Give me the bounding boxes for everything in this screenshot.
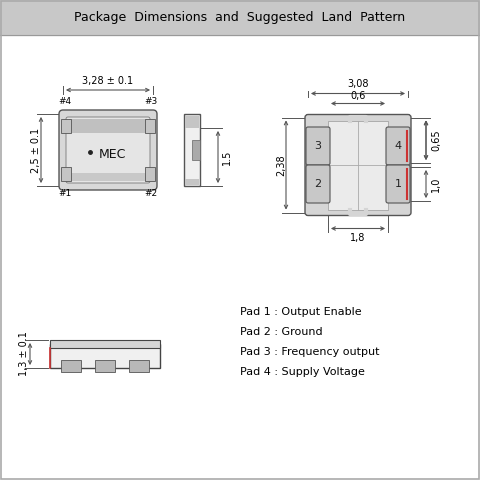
Bar — [184, 114, 200, 186]
Bar — [50, 344, 160, 368]
Text: 0,6: 0,6 — [350, 91, 366, 100]
Text: #2: #2 — [144, 189, 157, 198]
FancyBboxPatch shape — [386, 127, 410, 165]
Bar — [50, 340, 160, 348]
Bar — [129, 360, 149, 372]
Text: 3,28 ± 0.1: 3,28 ± 0.1 — [83, 76, 133, 86]
Bar — [61, 167, 71, 181]
Bar — [192, 140, 200, 160]
Text: 1,3 ± 0.1: 1,3 ± 0.1 — [19, 332, 29, 376]
Text: 1.5: 1.5 — [222, 149, 232, 165]
Bar — [69, 173, 147, 181]
Text: 1,0: 1,0 — [431, 176, 441, 192]
Text: Pad 1 : Output Enable: Pad 1 : Output Enable — [240, 307, 361, 317]
Text: 4: 4 — [395, 141, 402, 151]
Bar — [185, 116, 199, 128]
Text: 1,8: 1,8 — [350, 232, 366, 242]
FancyBboxPatch shape — [59, 110, 157, 190]
Text: 2: 2 — [314, 179, 322, 189]
Text: 3: 3 — [314, 141, 322, 151]
Text: Pad 2 : Ground: Pad 2 : Ground — [240, 327, 323, 337]
Text: Pad 3 : Frequency output: Pad 3 : Frequency output — [240, 347, 380, 357]
Bar — [0, 0, 480, 35]
FancyBboxPatch shape — [386, 165, 410, 203]
Bar — [145, 167, 155, 181]
Bar — [61, 119, 71, 133]
FancyBboxPatch shape — [306, 165, 330, 203]
Text: Package  Dimensions  and  Suggested  Land  Pattern: Package Dimensions and Suggested Land Pa… — [74, 11, 406, 24]
Text: MEC: MEC — [98, 147, 126, 160]
Bar — [61, 360, 81, 372]
FancyBboxPatch shape — [66, 117, 150, 183]
Text: 2,38: 2,38 — [276, 154, 286, 176]
Bar — [95, 360, 115, 372]
Text: 2,5 ± 0.1: 2,5 ± 0.1 — [31, 127, 41, 173]
FancyBboxPatch shape — [305, 115, 411, 216]
Bar — [145, 119, 155, 133]
Bar — [69, 119, 147, 133]
Text: #4: #4 — [59, 97, 72, 106]
FancyBboxPatch shape — [306, 127, 330, 165]
Text: Pad 4 : Supply Voltage: Pad 4 : Supply Voltage — [240, 367, 365, 377]
Bar — [328, 120, 388, 209]
Text: #3: #3 — [144, 97, 157, 106]
Text: 1: 1 — [395, 179, 401, 189]
Text: 3,08: 3,08 — [347, 80, 369, 89]
Bar — [185, 179, 199, 185]
Text: 0,65: 0,65 — [431, 130, 441, 151]
Text: #1: #1 — [59, 189, 72, 198]
